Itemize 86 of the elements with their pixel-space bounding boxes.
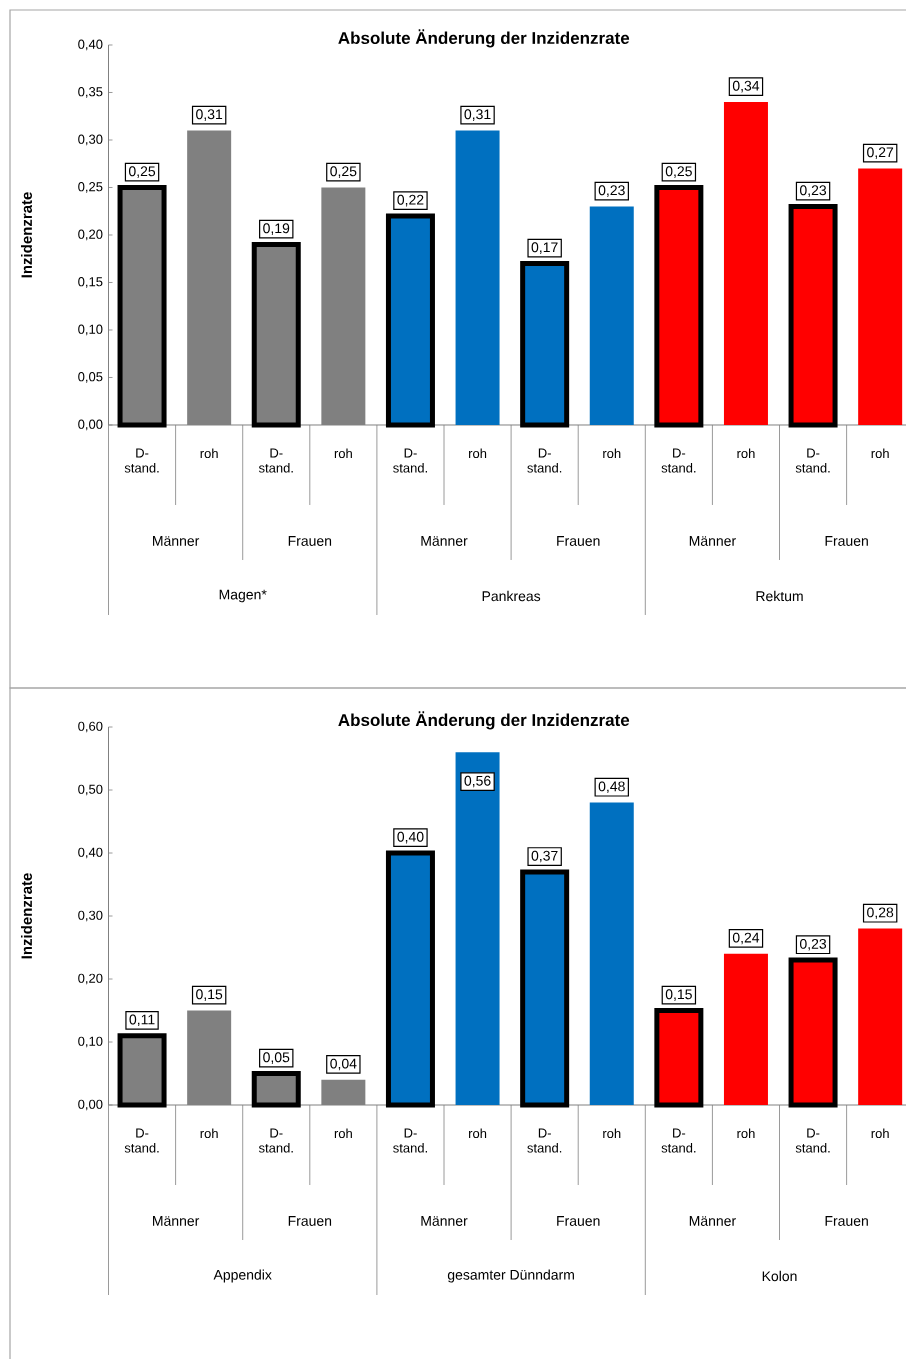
chart-title: Absolute Änderung der Inzidenzrate xyxy=(338,29,630,48)
x-tick-label: D- stand. xyxy=(124,1128,159,1153)
text: Rektum xyxy=(756,590,803,602)
y-tick-label: 0,05 xyxy=(78,372,103,383)
y-tick-label: 0,40 xyxy=(78,39,103,51)
data-label: 0,31 xyxy=(464,109,491,121)
x-tick-label: roh xyxy=(200,448,218,459)
x-tick-label: roh xyxy=(737,448,755,459)
x-tick-label: roh xyxy=(469,1128,487,1139)
x-tick-label: D- stand. xyxy=(661,1128,696,1153)
text: Frauen xyxy=(288,536,332,546)
data-label: 0,15 xyxy=(196,989,223,1001)
data-label: 0,23 xyxy=(799,938,827,951)
y-tick-label: 0,00 xyxy=(78,1099,103,1111)
y-tick-label: 0,20 xyxy=(78,973,103,985)
data-label: 0,24 xyxy=(732,932,760,945)
text: Frauen xyxy=(557,1216,600,1226)
y-tick-label: 0,00 xyxy=(78,419,103,431)
text: Pankreas xyxy=(482,590,541,602)
y-tick-label: 0,10 xyxy=(78,324,103,336)
text: Magen* xyxy=(219,589,267,603)
data-label: 0,34 xyxy=(732,80,760,93)
y-tick-label: 0,20 xyxy=(78,229,103,241)
text: Männer xyxy=(153,536,200,546)
x-tick-label: D- stand. xyxy=(258,448,293,473)
data-label: 0,56 xyxy=(464,775,491,788)
y-axis-title: Inzidenzrate xyxy=(20,192,32,278)
text: Männer xyxy=(689,1216,736,1226)
data-label: 0,28 xyxy=(867,907,894,919)
chart-title: Absolute Änderung der Inzidenzrate xyxy=(338,711,630,730)
y-tick-label: 0,10 xyxy=(78,1036,103,1048)
x-tick-label: roh xyxy=(871,448,889,459)
text: Frauen xyxy=(288,1216,332,1226)
data-label: 0,15 xyxy=(665,989,692,1001)
x-tick-label: roh xyxy=(603,448,621,459)
data-label: 0,25 xyxy=(128,166,156,178)
x-tick-label: D- stand. xyxy=(527,1128,562,1153)
y-tick-label: 0,60 xyxy=(78,721,103,733)
data-label: 0,04 xyxy=(330,1058,357,1071)
x-tick-label: roh xyxy=(200,1128,218,1139)
text: gesamter Dünndarm xyxy=(447,1269,574,1283)
x-tick-label: D- stand. xyxy=(124,448,159,473)
data-label: 0,05 xyxy=(263,1052,290,1064)
data-label: 0,23 xyxy=(799,185,827,197)
x-tick-label: D- stand. xyxy=(258,1128,293,1153)
data-label: 0,19 xyxy=(263,223,290,235)
text: Männer xyxy=(689,536,736,546)
text: Männer xyxy=(421,536,468,546)
data-label: 0,22 xyxy=(397,194,424,207)
x-tick-label: D- stand. xyxy=(527,448,562,473)
text: Appendix xyxy=(213,1269,272,1283)
x-tick-label: D- stand. xyxy=(393,1128,427,1153)
text: Männer xyxy=(153,1216,200,1226)
data-label: 0,31 xyxy=(196,109,223,121)
x-tick-label: D- stand. xyxy=(393,448,427,473)
text: Männer xyxy=(421,1216,468,1226)
y-tick-label: 0,30 xyxy=(78,134,103,146)
text: Frauen xyxy=(825,1216,868,1226)
y-axis-title: Inzidenzrate xyxy=(20,873,32,959)
data-label: 0,48 xyxy=(598,781,625,793)
x-tick-label: D- stand. xyxy=(795,448,830,473)
x-tick-label: roh xyxy=(871,1128,889,1139)
y-tick-label: 0,35 xyxy=(78,87,103,98)
data-label: 0,25 xyxy=(330,166,357,178)
x-tick-label: roh xyxy=(469,448,487,459)
x-tick-label: D- stand. xyxy=(795,1128,830,1153)
data-label: 0,27 xyxy=(867,147,894,159)
y-tick-label: 0,50 xyxy=(78,784,103,796)
text: Frauen xyxy=(825,536,868,546)
data-label: 0,17 xyxy=(531,242,558,254)
y-tick-label: 0,25 xyxy=(78,182,103,193)
y-tick-label: 0,40 xyxy=(78,847,103,859)
x-tick-label: roh xyxy=(603,1128,621,1139)
data-label: 0,37 xyxy=(531,850,558,863)
x-tick-label: D- stand. xyxy=(661,448,696,473)
y-tick-label: 0,30 xyxy=(78,910,103,922)
data-label: 0,25 xyxy=(665,166,692,178)
x-tick-label: roh xyxy=(334,448,352,459)
data-label: 0,11 xyxy=(129,1014,155,1027)
text: Frauen xyxy=(557,536,600,546)
data-label: 0,23 xyxy=(598,185,625,197)
y-tick-label: 0,15 xyxy=(78,277,103,288)
data-label: 0,40 xyxy=(397,831,424,844)
x-tick-label: roh xyxy=(737,1128,755,1139)
x-tick-label: roh xyxy=(334,1128,352,1139)
text: Kolon xyxy=(762,1270,797,1282)
